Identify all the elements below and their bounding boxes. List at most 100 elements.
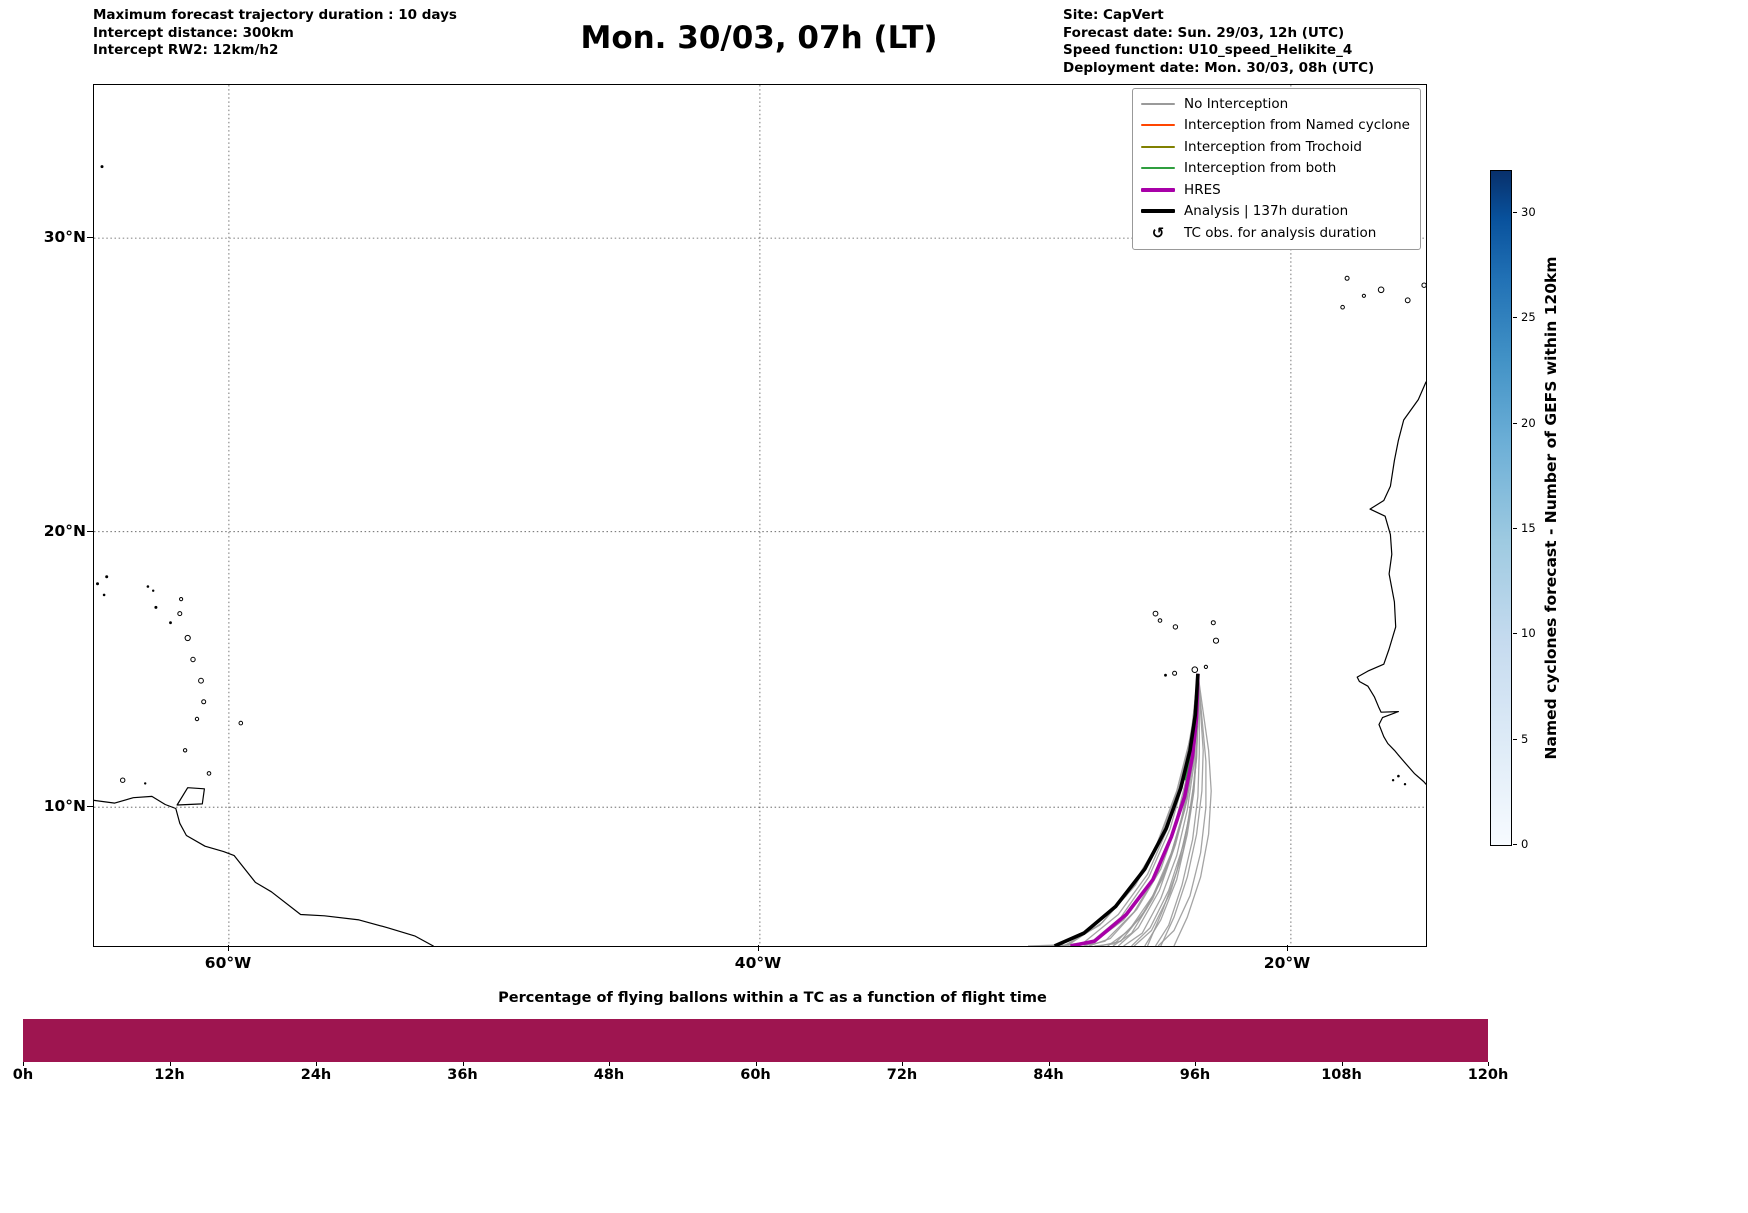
colorbar-tick — [1513, 633, 1517, 634]
colorbar-tick-label: 30 — [1521, 205, 1536, 219]
meta-speed-function: Speed function: U10_speed_Helikite_4 — [1063, 42, 1353, 58]
flight-axis-tick-label: 96h — [1179, 1067, 1211, 1083]
colorbar — [1490, 170, 1512, 846]
legend-item-both: Interception from both — [1141, 158, 1410, 180]
legend-line-black — [1141, 209, 1176, 214]
map-legend: No Interception Interception from Named … — [1132, 88, 1421, 250]
flight-axis-tick-label: 60h — [740, 1067, 771, 1083]
flight-axis-tick-label: 36h — [447, 1067, 478, 1083]
legend-line-sample — [1141, 187, 1176, 192]
legend-line-olive — [1141, 145, 1176, 148]
flight-axis-tick — [755, 1062, 757, 1066]
yaxis-label-30n: 30°N — [43, 228, 86, 246]
flight-axis-tick-label: 12h — [154, 1067, 185, 1083]
xaxis-tick — [228, 945, 229, 951]
island — [1397, 774, 1400, 778]
flight-axis-tick-label: 84h — [1033, 1067, 1064, 1083]
island — [1191, 666, 1199, 674]
legend-item-hres: HRES — [1141, 179, 1410, 201]
meta-forecast-date: Forecast date: Sun. 29/03, 12h (UTC) — [1063, 24, 1345, 41]
island — [182, 748, 188, 753]
island — [1152, 610, 1159, 617]
island — [184, 634, 191, 642]
colorbar-tick — [1513, 844, 1517, 845]
flight-axis-tick-label: 24h — [300, 1067, 332, 1083]
trajectory-no-interception — [1160, 673, 1204, 946]
legend-line-orange — [1141, 124, 1176, 127]
island — [177, 611, 183, 617]
island — [1344, 275, 1350, 281]
yaxis-label-20n: 20°N — [43, 522, 86, 540]
island — [1391, 779, 1395, 782]
colorbar-tick-label: 15 — [1521, 521, 1536, 535]
trajectory-hres — [1070, 673, 1200, 946]
legend-item-named-cyclone: Interception from Named cyclone — [1141, 115, 1410, 137]
legend-line-gray — [1141, 102, 1176, 105]
island — [1377, 286, 1385, 294]
island — [238, 720, 244, 726]
yaxis-tick — [87, 806, 93, 807]
flight-axis-tick — [1048, 1062, 1050, 1066]
param-intercept-rw2: Intercept RW2: 12km/h2 — [93, 42, 279, 58]
tc-obs-icon: ↺ — [1151, 223, 1165, 242]
flight-axis-tick-label: 48h — [593, 1067, 625, 1083]
island — [1404, 297, 1411, 304]
trajectory-analysis — [1053, 673, 1200, 946]
flight-axis-tick — [462, 1062, 464, 1066]
flight-axis-tick — [1195, 1062, 1196, 1066]
legend-line-sample — [1141, 124, 1176, 127]
island — [105, 575, 109, 579]
coastline — [94, 795, 434, 946]
trajectory-map: No Interception Interception from Named … — [93, 84, 1427, 947]
legend-line-sample — [1141, 167, 1176, 170]
trajectory-no-interception — [1154, 673, 1200, 946]
colorbar-gradient — [1491, 171, 1511, 845]
island — [1361, 293, 1367, 298]
colorbar-tick-label: 0 — [1521, 837, 1529, 851]
figure-title: Mon. 30/03, 07h (LT) — [580, 20, 938, 56]
legend-line-sample — [1141, 145, 1176, 148]
flight-axis-tick-label: 72h — [886, 1067, 918, 1083]
colorbar-tick — [1513, 212, 1517, 213]
xaxis-tick — [758, 945, 759, 951]
colorbar-tick-label: 25 — [1521, 310, 1536, 324]
legend-line-sample — [1141, 102, 1176, 105]
yaxis-tick — [87, 237, 93, 238]
coastline — [1356, 381, 1426, 785]
legend-line-sample — [1141, 209, 1176, 214]
flight-chart-title: Percentage of flying ballons within a TC… — [498, 990, 1047, 1006]
coastline — [176, 787, 205, 806]
island — [1157, 618, 1163, 623]
param-intercept-distance: Intercept distance: 300km — [93, 24, 294, 41]
colorbar-label: Named cyclones forecast - Number of GEFS… — [1542, 256, 1560, 760]
flight-axis-tick-label: 108h — [1321, 1067, 1362, 1083]
legend-line-green — [1141, 167, 1176, 170]
colorbar-tick-label: 10 — [1521, 626, 1536, 640]
flight-axis-tick — [1341, 1062, 1343, 1066]
xaxis-tick — [1287, 945, 1288, 951]
xaxis-label-40w: 40°W — [734, 954, 782, 972]
island — [152, 589, 155, 592]
colorbar-tick — [1513, 423, 1517, 424]
flight-axis-tick-label: 0h — [12, 1067, 34, 1083]
xaxis-label-20w: 20°W — [1263, 954, 1311, 972]
yaxis-label-10n: 10°N — [43, 797, 86, 815]
flight-chart-axis: 0h 12h 24h 36h 48h 60h 72h 84h 96h 108h 120h — [0, 1062, 1748, 1092]
island — [1164, 673, 1167, 677]
island — [1210, 620, 1216, 626]
island — [100, 165, 104, 169]
flight-axis-tick — [902, 1062, 903, 1066]
island — [1172, 670, 1178, 676]
island — [179, 597, 184, 602]
param-max-duration: Maximum forecast trajectory duration : 1… — [93, 7, 457, 23]
legend-item-tc-obs: ↺ TC obs. for analysis duration — [1141, 222, 1410, 244]
island — [1403, 783, 1407, 786]
island — [194, 716, 200, 722]
island — [198, 677, 204, 684]
colorbar-ticks: 0 5 10 15 20 25 30 — [1513, 170, 1557, 851]
island — [169, 621, 172, 625]
colorbar-tick — [1513, 739, 1517, 740]
flight-axis-tick — [609, 1062, 610, 1066]
trajectory-no-interception — [1157, 673, 1207, 946]
